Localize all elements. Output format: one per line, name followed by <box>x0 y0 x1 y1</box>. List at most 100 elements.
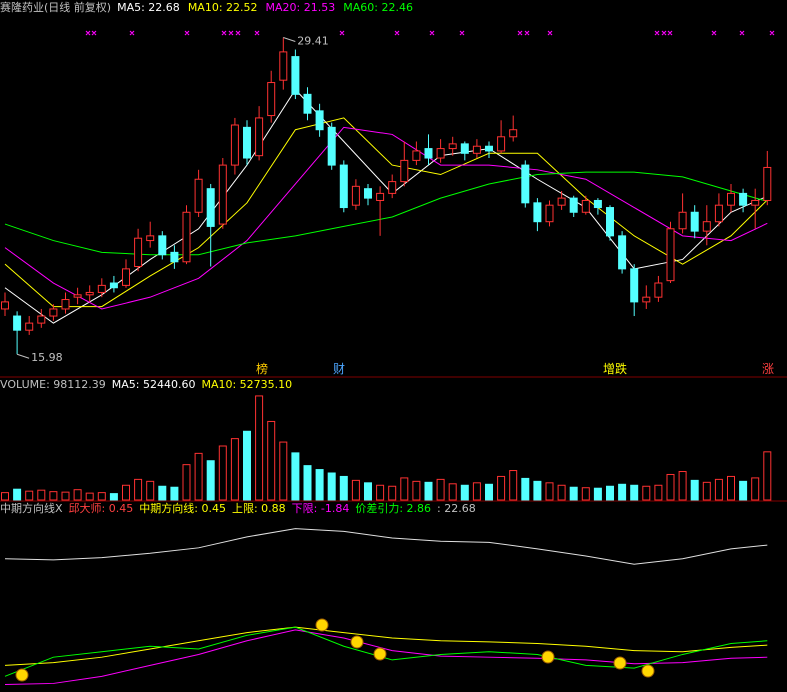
indicator-title: 中期方向线X <box>0 502 63 515</box>
candle-body <box>1 301 9 310</box>
candle-body <box>49 308 58 317</box>
candle-body <box>388 181 397 194</box>
candle-body <box>182 211 191 263</box>
candle-body <box>618 235 627 270</box>
volume-bar <box>618 483 627 501</box>
candle-body <box>376 192 385 201</box>
candle-body <box>315 110 324 131</box>
candle-body <box>448 143 457 150</box>
stock-title: 赛隆药业(日线 前复权) <box>0 1 112 14</box>
candle-body <box>763 166 772 201</box>
candle-body <box>170 251 179 263</box>
legend-entry: MA20: 21.53 <box>265 1 336 14</box>
candle-body <box>630 268 639 303</box>
volume-bar <box>690 479 699 501</box>
volume-bar <box>739 480 748 501</box>
volume-bar <box>122 484 130 501</box>
indicator-line <box>4 629 768 686</box>
candle-body <box>37 315 46 324</box>
event-label: 财 <box>333 362 346 376</box>
min-pointer <box>16 353 30 359</box>
candle-body <box>134 237 143 268</box>
volume-bar <box>569 486 578 501</box>
candle-body <box>557 197 566 206</box>
candle-body <box>533 202 542 223</box>
candle-body <box>206 188 215 227</box>
volume-bar <box>388 485 397 501</box>
candle-body <box>751 199 760 206</box>
event-label: 涨 <box>762 362 775 376</box>
legend-entry: MA60: 22.46 <box>343 1 413 14</box>
indicator-line <box>4 626 768 677</box>
volume-bar <box>134 478 143 501</box>
volume-bar <box>230 438 239 501</box>
candle-body <box>581 199 590 213</box>
volume-bar <box>206 460 215 501</box>
indicator-legend: 价差引力: 2.86 <box>355 502 432 515</box>
volume-bar <box>727 475 735 501</box>
indicator-header: 中期方向线X 邱大师: 0.45 中期方向线: 0.45 上限: 0.88 下限: -… <box>0 502 476 515</box>
indicator-line <box>4 626 768 666</box>
volume-header: VOLUME: 98112.39 MA5: 52440.60 MA10: 527… <box>0 378 292 391</box>
candle-body <box>654 282 663 298</box>
volume-bar <box>315 469 324 501</box>
volume-bar <box>303 465 312 501</box>
candle-body <box>73 294 82 298</box>
candle-body <box>727 192 735 206</box>
volume-bar <box>194 452 203 501</box>
volume-bar <box>460 484 469 501</box>
volume-bar <box>243 430 251 501</box>
candle-body <box>122 268 130 286</box>
candle-body <box>303 93 312 114</box>
volume-bar <box>678 471 687 501</box>
indicator-line <box>4 528 768 565</box>
candle-body <box>569 197 578 213</box>
candle-body <box>593 199 602 209</box>
volume-bar <box>630 484 639 501</box>
candle-body <box>13 315 22 331</box>
candle-body <box>460 143 469 154</box>
volume-bar <box>291 452 300 501</box>
volume-bar <box>364 482 372 501</box>
candle-body <box>194 178 203 213</box>
volume-bar <box>714 478 723 501</box>
volume-bar <box>61 491 70 501</box>
volume-bar <box>702 481 711 501</box>
volume-bar <box>37 489 46 501</box>
indicator-legend: 邱大师: 0.45 <box>68 502 134 515</box>
volume-bar <box>158 485 167 501</box>
candle-body <box>606 207 614 237</box>
volume-bar <box>497 475 506 501</box>
candle-body <box>702 221 711 232</box>
volume-bar <box>751 477 760 501</box>
volume-bar <box>218 445 227 501</box>
ma-legend: MA5: 22.68 MA10: 22.52 MA20: 21.53 MA60: 22… <box>117 1 413 14</box>
candle-body <box>521 164 530 204</box>
event-label: 榜 <box>256 362 269 376</box>
candle-body <box>436 148 445 159</box>
volume-bar <box>593 487 602 501</box>
candle-body <box>267 82 276 117</box>
candle-body <box>545 204 554 223</box>
volume-bar <box>351 479 360 501</box>
volume-bar <box>763 451 772 501</box>
candle-body <box>642 296 651 303</box>
candle-body <box>424 148 433 159</box>
volume-ma5: MA5: 52440.60 <box>111 378 196 391</box>
signal-marks <box>85 30 775 36</box>
candle-body <box>678 211 687 230</box>
indicator-legend: 中期方向线: 0.45 <box>139 502 226 515</box>
candle-body <box>666 228 675 282</box>
candle-body <box>364 188 372 199</box>
candle-body <box>25 322 34 331</box>
volume-bar <box>109 493 118 501</box>
volume-bar <box>182 464 191 501</box>
candle-body <box>97 284 106 293</box>
candle-body <box>109 282 118 289</box>
ma-line <box>4 88 768 324</box>
candle-body <box>279 51 288 81</box>
volume-bar <box>557 484 566 501</box>
candle-body <box>497 136 506 152</box>
volume-bar <box>97 492 106 501</box>
